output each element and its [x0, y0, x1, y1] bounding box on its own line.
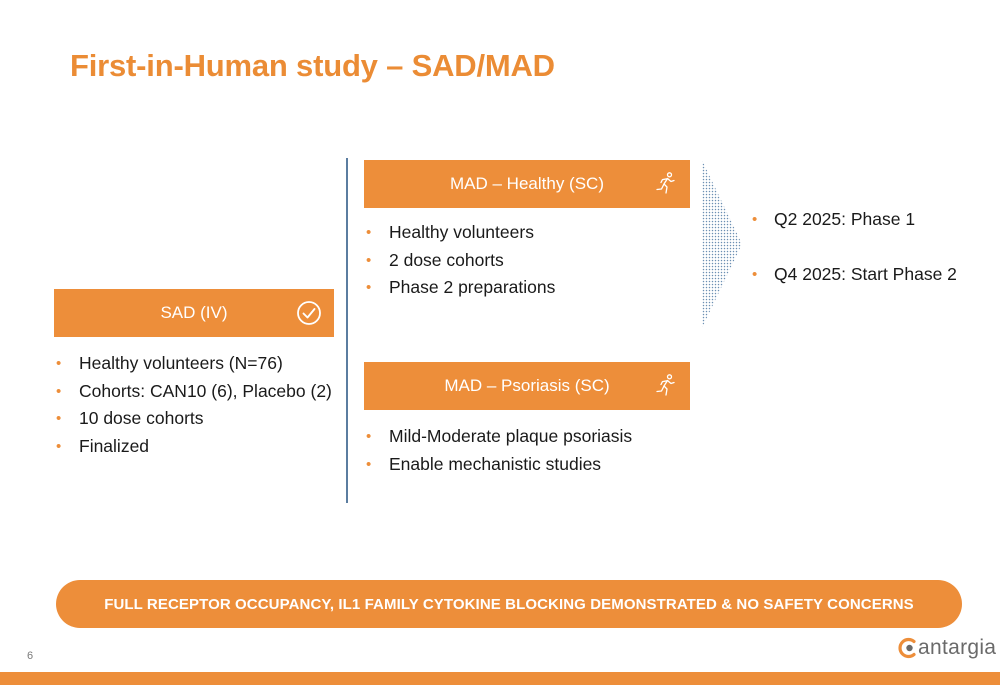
running-person-icon — [656, 374, 675, 396]
company-logo: antargia — [897, 635, 996, 661]
check-circle-icon — [297, 301, 321, 325]
sad-header-label: SAD (IV) — [160, 303, 228, 322]
list-item: • Finalized — [56, 435, 150, 456]
sad-header-bar: SAD (IV) — [54, 289, 334, 337]
timeline-item: • Q4 2025: Start Phase 2 — [752, 264, 957, 284]
running-person-icon — [656, 172, 675, 194]
timeline-list: • Q2 2025: Phase 1 • Q4 2025: Start Phase … — [752, 206, 957, 316]
summary-banner: FULL RECEPTOR OCCUPANCY, IL1 FAMILY CYTO… — [56, 580, 962, 628]
mad-psoriasis-header-label: MAD – Psoriasis (SC) — [444, 376, 610, 395]
cantargia-logo-icon — [898, 637, 916, 659]
list-item: • Healthy volunteers (N=76) — [56, 353, 283, 373]
page-title: First-in-Human study – SAD/MAD — [70, 48, 555, 83]
list-item: • Cohorts: CAN10 (6), Placebo (2) — [56, 380, 332, 401]
list-item: • Phase 2 preparations — [366, 277, 556, 297]
list-item: • Enable mechanistic studies — [366, 453, 602, 474]
vertical-divider — [346, 158, 348, 503]
list-item: • 10 dose cohorts — [56, 408, 204, 428]
list-item: • 2 dose cohorts — [366, 249, 504, 270]
page-number: 6 — [27, 650, 34, 662]
summary-banner-text: FULL RECEPTOR OCCUPANCY, IL1 FAMILY CYTO… — [104, 595, 914, 613]
list-item: • Mild-Moderate plaque psoriasis — [366, 426, 633, 446]
mad-healthy-header-label: MAD – Healthy (SC) — [450, 174, 604, 193]
logo-wordmark: antargia — [918, 636, 997, 659]
list-item: • Healthy volunteers — [366, 222, 534, 242]
chevron-right-icon — [702, 160, 744, 328]
sad-bullet-list: • Healthy volunteers (N=76) • Cohorts: CAN… — [54, 350, 332, 460]
mad-psoriasis-header-bar: MAD – Psoriasis (SC) — [364, 362, 690, 410]
mad-healthy-bullet-list: • Healthy volunteers • 2 dose cohorts • Pha… — [364, 219, 555, 302]
mad-psoriasis-bullet-list: • Mild-Moderate plaque psoriasis • Enable … — [364, 423, 632, 478]
timeline-item: • Q2 2025: Phase 1 — [752, 209, 916, 229]
mad-healthy-header-bar: MAD – Healthy (SC) — [364, 160, 690, 208]
footer-accent-bar — [0, 672, 1000, 685]
